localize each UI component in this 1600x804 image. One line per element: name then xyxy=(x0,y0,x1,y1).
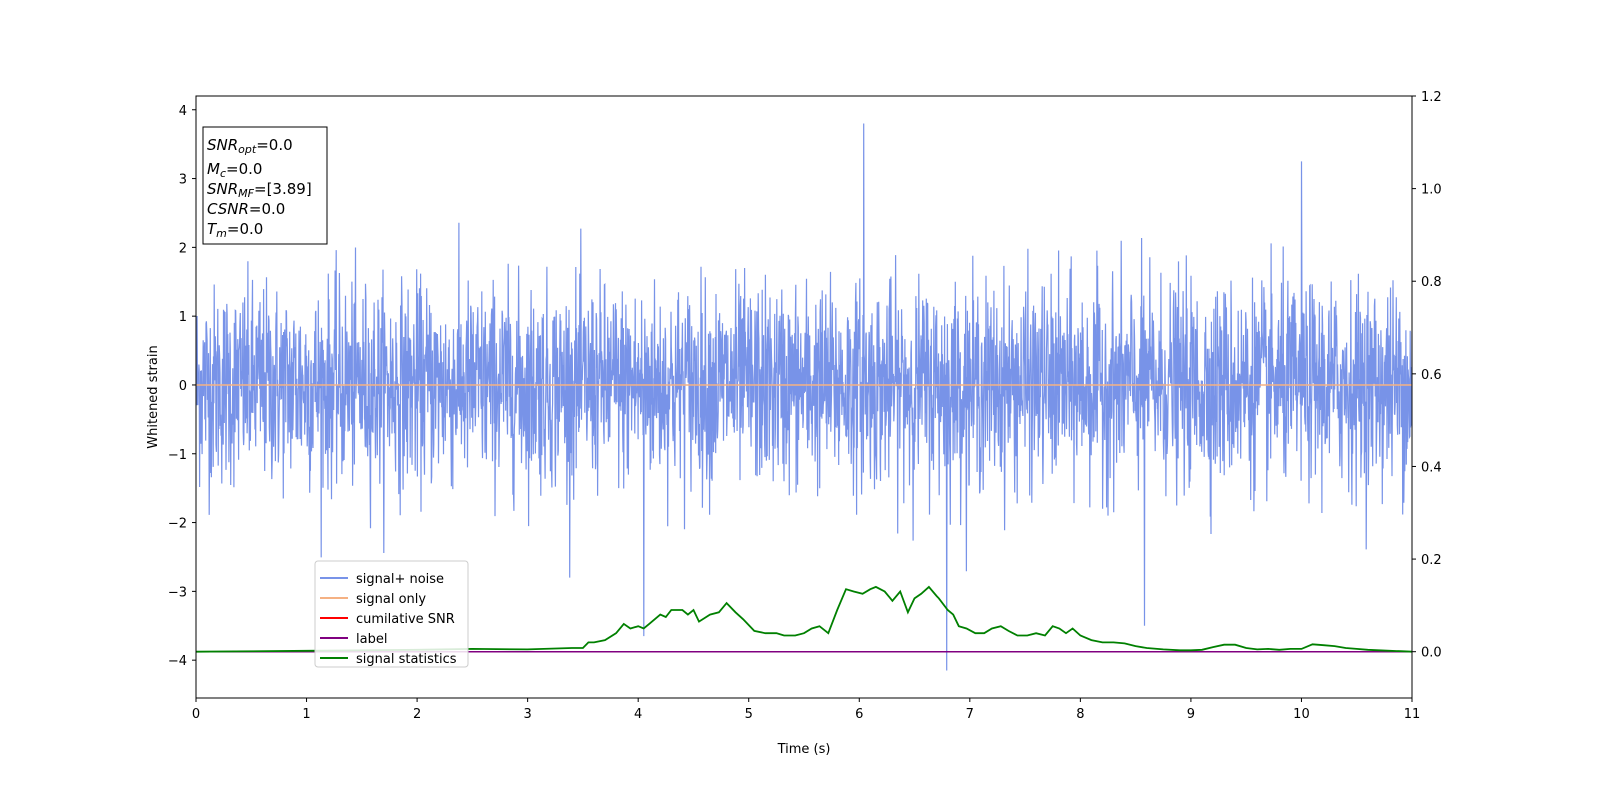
x-tick-label: 2 xyxy=(413,707,421,722)
y-left-tick-label: 0 xyxy=(179,379,187,394)
x-tick-label: 7 xyxy=(966,707,974,722)
y-right-tick-label: 0.6 xyxy=(1421,368,1442,383)
y-right-tick-label: 0.2 xyxy=(1421,553,1442,568)
y-left-tick-label: −2 xyxy=(168,517,187,532)
y-right-tick-label: 1.2 xyxy=(1421,90,1442,105)
y-right-tick-label: 0.8 xyxy=(1421,275,1442,290)
y-left-tick-label: 1 xyxy=(179,310,187,325)
x-tick-label: 4 xyxy=(634,707,642,722)
info-snr-opt: SNRopt=0.0 xyxy=(207,136,293,156)
info-box: SNRopt=0.0 Mc=0.0 SNRMF=[3.89] CSNR=0.0 … xyxy=(202,126,328,245)
legend-label-signal-only: signal only xyxy=(356,592,426,607)
y-left-tick-label: 3 xyxy=(179,173,187,188)
series-signal-statistics xyxy=(196,585,1412,653)
x-tick-label: 1 xyxy=(302,707,310,722)
info-tm: Tm=0.0 xyxy=(207,220,263,240)
x-tick-label: 8 xyxy=(1076,707,1084,722)
info-snr-mf: SNRMF=[3.89] xyxy=(207,180,312,200)
y-left-tick-label: −1 xyxy=(168,448,187,463)
x-tick-label: 3 xyxy=(523,707,531,722)
legend-label-cumulative-snr: cumilative SNR xyxy=(356,612,455,627)
y-left-tick-label: 2 xyxy=(179,241,187,256)
legend-label-label: label xyxy=(356,632,387,647)
info-box-frame xyxy=(202,126,328,245)
legend-frame xyxy=(314,560,469,668)
y-left-tick-label: −4 xyxy=(168,654,187,669)
plot-frame xyxy=(195,95,1413,699)
y-right-tick-label: 1.0 xyxy=(1421,183,1442,198)
x-tick-label: 10 xyxy=(1293,707,1310,722)
x-tick-label: 9 xyxy=(1187,707,1195,722)
y-right-tick-label: 0.0 xyxy=(1421,646,1442,661)
legend: signal+ noise signal only cumilative SNR… xyxy=(314,560,469,668)
info-csnr: CSNR=0.0 xyxy=(207,200,285,218)
x-axis-title: Time (s) xyxy=(777,742,831,757)
legend-label-signal-noise: signal+ noise xyxy=(356,572,444,587)
x-tick-label: 6 xyxy=(855,707,863,722)
y-axis-title: Whitened strain xyxy=(146,345,161,448)
y-left-tick-label: 4 xyxy=(179,104,187,119)
series-signal-plus-noise xyxy=(196,123,1412,671)
x-tick-label: 0 xyxy=(192,707,200,722)
info-mc: Mc=0.0 xyxy=(207,160,262,180)
legend-label-signal-statistics: signal statistics xyxy=(356,652,457,667)
y-right-tick-label: 0.4 xyxy=(1421,460,1442,475)
x-tick-label: 11 xyxy=(1404,707,1421,722)
signal-plus-noise-layer xyxy=(196,123,1412,671)
y-left-tick-label: −3 xyxy=(168,585,187,600)
ticks-layer: 0 1 2 3 4 5 6 7 8 9 10 11 −4 −3 −2 −1 0 1 2 3 4 0.0 0.2 0.4 0.6 0… xyxy=(168,90,1442,722)
x-tick-label: 5 xyxy=(745,707,753,722)
